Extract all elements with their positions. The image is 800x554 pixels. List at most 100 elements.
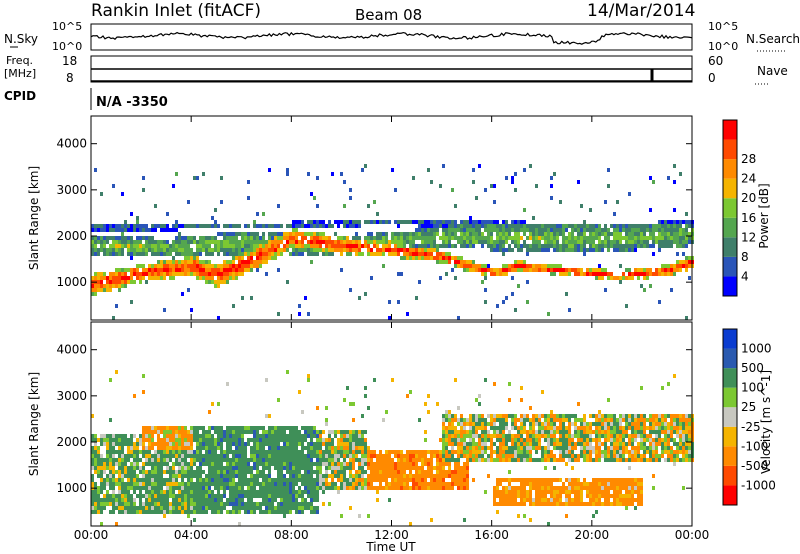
power-cell [229, 252, 232, 256]
velocity-cell [592, 446, 595, 450]
velocity-cell [241, 446, 244, 450]
velocity-cell [310, 502, 313, 506]
power-cell [466, 228, 469, 232]
power-cell [436, 224, 439, 228]
power-cell [286, 280, 289, 284]
velocity-cell [457, 438, 460, 442]
velocity-cell [244, 446, 247, 450]
power-cell [553, 264, 556, 268]
velocity-cell [217, 502, 220, 506]
velocity-cell [106, 458, 109, 462]
velocity-cell [202, 446, 205, 450]
power-cell [427, 168, 430, 172]
power-cell [109, 224, 112, 228]
velocity-cell [325, 482, 328, 486]
velocity-cell [382, 454, 385, 458]
power-cell [430, 224, 433, 228]
velocity-cell [112, 486, 115, 490]
velocity-cell [205, 462, 208, 466]
velocity-cell [460, 474, 463, 478]
velocity-cell [250, 470, 253, 474]
velocity-cell [610, 502, 613, 506]
power-cell [430, 236, 433, 240]
power-cell [322, 252, 325, 256]
power-cell [478, 236, 481, 240]
velocity-cell [571, 454, 574, 458]
power-cell [394, 236, 397, 240]
power-cell [379, 232, 382, 236]
velocity-cell [310, 434, 313, 438]
velocity-cell [445, 462, 448, 466]
velocity-cell [295, 490, 298, 494]
power-cell [331, 240, 334, 244]
velocity-cell [439, 454, 442, 458]
velocity-cell [553, 454, 556, 458]
velocity-cell [313, 470, 316, 474]
power-cell [382, 264, 385, 268]
velocity-cell [97, 450, 100, 454]
velocity-cell [355, 454, 358, 458]
power-cell [664, 272, 667, 276]
power-cell [637, 244, 640, 248]
power-cell [400, 244, 403, 248]
velocity-cell [442, 442, 445, 446]
velocity-cell [619, 498, 622, 502]
power-cell [271, 252, 274, 256]
velocity-cell [211, 470, 214, 474]
power-cell [217, 264, 220, 268]
power-cell [685, 236, 688, 240]
velocity-cell [313, 482, 316, 486]
velocity-cell [250, 474, 253, 478]
velocity-cell [292, 486, 295, 490]
velocity-cell [184, 430, 187, 434]
power-cell [409, 220, 412, 224]
velocity-cell [466, 434, 469, 438]
velocity-cell [172, 494, 175, 498]
power-cell [175, 172, 178, 176]
velocity-cell [193, 502, 196, 506]
power-cell [313, 240, 316, 244]
velocity-cell [310, 454, 313, 458]
velocity-cell [115, 522, 118, 526]
velocity-cell [196, 450, 199, 454]
velocity-cell [586, 430, 589, 434]
velocity-cell [529, 494, 532, 498]
power-cell [355, 224, 358, 228]
velocity-cell [541, 454, 544, 458]
velocity-cell [205, 502, 208, 506]
velocity-cell [133, 510, 136, 514]
power-cell [448, 236, 451, 240]
power-cell [235, 236, 238, 240]
power-cell [376, 252, 379, 256]
velocity-cell [532, 426, 535, 430]
power-cell [160, 268, 163, 272]
velocity-cell [271, 454, 274, 458]
power-cell [121, 268, 124, 272]
velocity-cell [343, 442, 346, 446]
power-cell [316, 252, 319, 256]
velocity-cell [271, 434, 274, 438]
velocity-cell [280, 434, 283, 438]
velocity-cell [118, 482, 121, 486]
velocity-cell [496, 494, 499, 498]
velocity-cell [220, 438, 223, 442]
power-cell [682, 220, 685, 224]
velocity-cell [595, 450, 598, 454]
velocity-cell [373, 486, 376, 490]
power-cell [412, 244, 415, 248]
velocity-cell [199, 474, 202, 478]
power-cell [511, 240, 514, 244]
power-cell [592, 236, 595, 240]
power-cell [355, 248, 358, 252]
velocity-cell [577, 426, 580, 430]
power-cell [178, 224, 181, 228]
velocity-cell [571, 490, 574, 494]
velocity-cell [253, 486, 256, 490]
velocity-cell [322, 478, 325, 482]
velocity-cell [172, 446, 175, 450]
power-cell [445, 260, 448, 264]
velocity-cell [133, 486, 136, 490]
velocity-cell [268, 498, 271, 502]
power-cell [430, 248, 433, 252]
power-cell [250, 248, 253, 252]
